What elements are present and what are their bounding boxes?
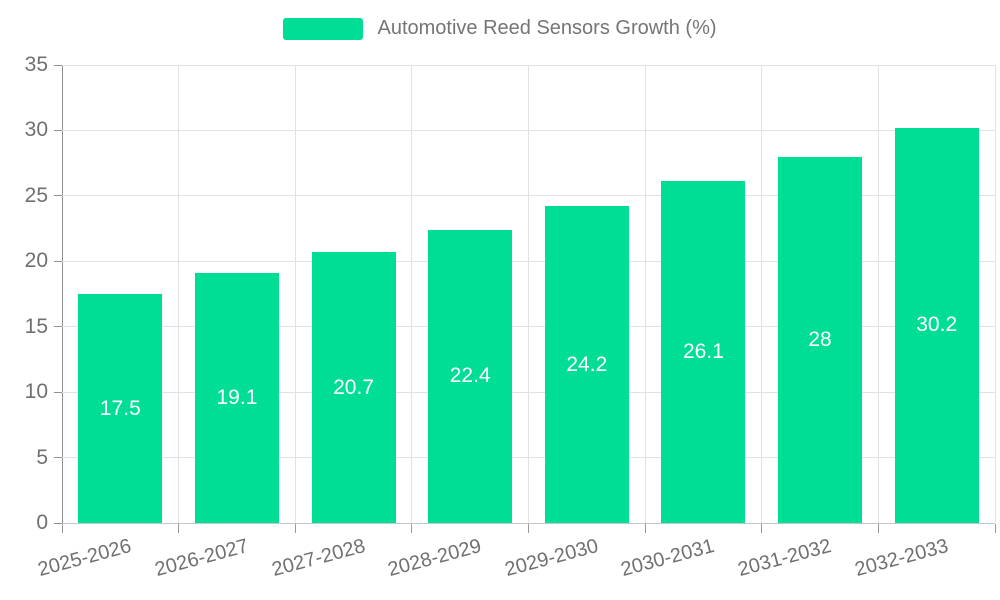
x-axis-tick bbox=[761, 524, 763, 533]
y-axis-tick-label: 10 bbox=[24, 380, 48, 404]
y-axis-tick bbox=[54, 391, 62, 393]
y-axis-tick-label: 0 bbox=[36, 511, 48, 534]
vertical-gridline bbox=[294, 65, 296, 523]
y-axis-line bbox=[62, 65, 63, 523]
bar-value-label: 17.5 bbox=[99, 396, 141, 420]
y-axis-tick-label: 30 bbox=[24, 118, 48, 142]
bar-2026-2027[interactable] bbox=[194, 273, 279, 523]
y-axis-tick-label: 35 bbox=[24, 53, 48, 76]
bar-2031-2032[interactable] bbox=[778, 156, 863, 523]
y-axis-tick-label: 25 bbox=[24, 183, 48, 207]
bar-2030-2031[interactable] bbox=[661, 181, 746, 523]
legend[interactable]: Automotive Reed Sensors Growth (%) bbox=[0, 17, 1000, 40]
legend-label: Automotive Reed Sensors Growth (%) bbox=[377, 17, 717, 39]
x-axis-tick bbox=[294, 524, 296, 533]
x-axis-tick bbox=[644, 524, 646, 533]
bar-value-label: 28 bbox=[808, 327, 832, 351]
bar-2032-2033[interactable] bbox=[894, 127, 979, 523]
y-axis-tick bbox=[54, 457, 62, 459]
x-axis-line bbox=[62, 523, 995, 524]
y-axis-tick bbox=[54, 326, 62, 328]
vertical-gridline bbox=[411, 65, 413, 523]
x-axis-tick bbox=[528, 524, 529, 533]
bar-value-label: 26.1 bbox=[683, 340, 724, 364]
x-axis-tick bbox=[994, 524, 996, 533]
plot-area: 0 5 10 15 20 25 30 35 17.5 2025-2026 19.1 2026-2027… bbox=[25, 53, 996, 581]
y-axis-tick bbox=[54, 129, 62, 131]
x-axis-tick bbox=[877, 524, 879, 533]
bar-2029-2030[interactable] bbox=[544, 206, 629, 523]
vertical-gridline bbox=[644, 65, 646, 523]
bar-2025-2026[interactable] bbox=[78, 294, 163, 523]
bar-value-label: 24.2 bbox=[566, 352, 608, 376]
vertical-gridline bbox=[877, 65, 879, 523]
x-axis-tick bbox=[411, 524, 413, 533]
bar-2028-2029[interactable] bbox=[428, 229, 513, 523]
y-axis-tick bbox=[54, 195, 62, 197]
legend-swatch-icon bbox=[283, 17, 364, 40]
vertical-gridline bbox=[528, 65, 529, 523]
bar-value-label: 22.4 bbox=[449, 364, 491, 388]
bar-value-label: 30.2 bbox=[916, 313, 958, 337]
y-axis-tick-label: 5 bbox=[36, 445, 48, 469]
y-axis-tick bbox=[54, 64, 62, 66]
bar-2027-2028[interactable] bbox=[311, 252, 396, 523]
y-axis-tick-label: 15 bbox=[24, 314, 48, 338]
bar-value-label: 20.7 bbox=[333, 375, 374, 399]
vertical-gridline bbox=[761, 65, 763, 523]
vertical-gridline bbox=[994, 65, 996, 523]
x-axis-tick bbox=[178, 524, 180, 533]
vertical-gridline bbox=[178, 65, 180, 523]
x-axis-tick bbox=[61, 524, 63, 533]
bar-value-label: 19.1 bbox=[216, 386, 258, 410]
y-axis-tick bbox=[54, 522, 62, 524]
y-axis-tick bbox=[54, 260, 62, 262]
y-axis-tick-label: 20 bbox=[24, 249, 48, 273]
